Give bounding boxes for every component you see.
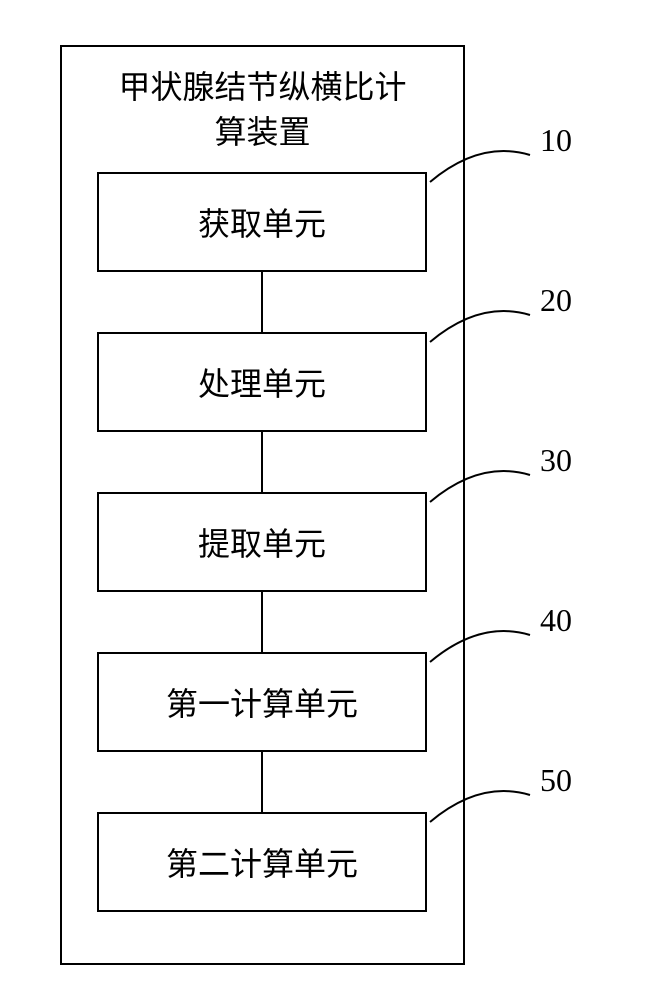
unit-label-4: 第二计算单元 <box>166 839 358 885</box>
connector-line-1 <box>261 432 263 492</box>
connector-line-0 <box>261 272 263 332</box>
ref-label-0: 10 <box>540 122 572 159</box>
unit-box-1: 处理单元 <box>97 332 427 432</box>
ref-label-1: 20 <box>540 282 572 319</box>
ref-label-4: 50 <box>540 762 572 799</box>
unit-box-3: 第一计算单元 <box>97 652 427 752</box>
connector-line-2 <box>261 592 263 652</box>
unit-box-2: 提取单元 <box>97 492 427 592</box>
title-line2: 算装置 <box>77 110 448 155</box>
unit-box-4: 第二计算单元 <box>97 812 427 912</box>
diagram-title: 甲状腺结节纵横比计 算装置 <box>62 47 463 155</box>
unit-box-0: 获取单元 <box>97 172 427 272</box>
unit-label-0: 获取单元 <box>198 199 326 245</box>
connector-line-3 <box>261 752 263 812</box>
unit-label-1: 处理单元 <box>198 359 326 405</box>
unit-label-3: 第一计算单元 <box>166 679 358 725</box>
ref-label-3: 40 <box>540 602 572 639</box>
unit-label-2: 提取单元 <box>198 519 326 565</box>
ref-label-2: 30 <box>540 442 572 479</box>
title-line1: 甲状腺结节纵横比计 <box>77 65 448 110</box>
